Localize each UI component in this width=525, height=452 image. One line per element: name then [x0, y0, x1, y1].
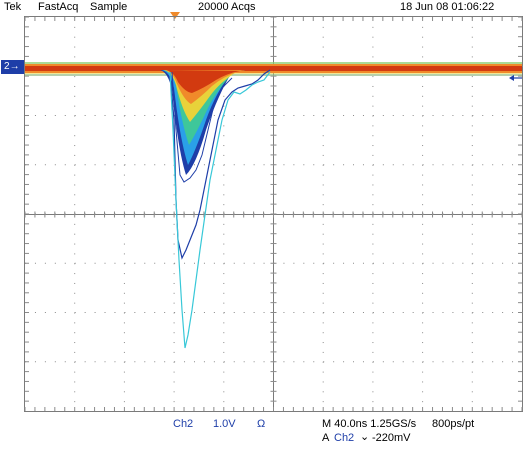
date-time: 18 Jun 08 01:06:22 — [400, 1, 495, 13]
trigger-level: -220mV — [372, 432, 411, 444]
acquisition-count: 20000 Acqs — [198, 1, 256, 13]
channel-2-marker-label: 2 — [4, 61, 10, 72]
timebase-readout: M 40.0ns 1.25GS/s — [322, 418, 417, 430]
trigger-source-prefix: A — [322, 432, 330, 444]
impedance-symbol: Ω — [257, 418, 266, 430]
trigger-level-marker — [509, 75, 522, 81]
channel-2-marker-arrow: → — [9, 61, 20, 72]
record-resolution: 800ps/pt — [432, 418, 475, 430]
brand-label: Tek — [4, 1, 22, 13]
trigger-position-marker — [170, 12, 180, 19]
volts-per-div: 1.0V — [213, 418, 236, 430]
waveform-persistence — [25, 62, 522, 349]
channel-label: Ch2 — [173, 418, 194, 430]
channel-2-marker[interactable]: 2→ — [1, 60, 24, 74]
trigger-slope-icon: ⌄ — [360, 431, 370, 443]
acquisition-type: Sample — [90, 1, 128, 13]
trigger-channel: Ch2 — [334, 432, 355, 444]
acquisition-mode: FastAcq — [38, 1, 79, 13]
